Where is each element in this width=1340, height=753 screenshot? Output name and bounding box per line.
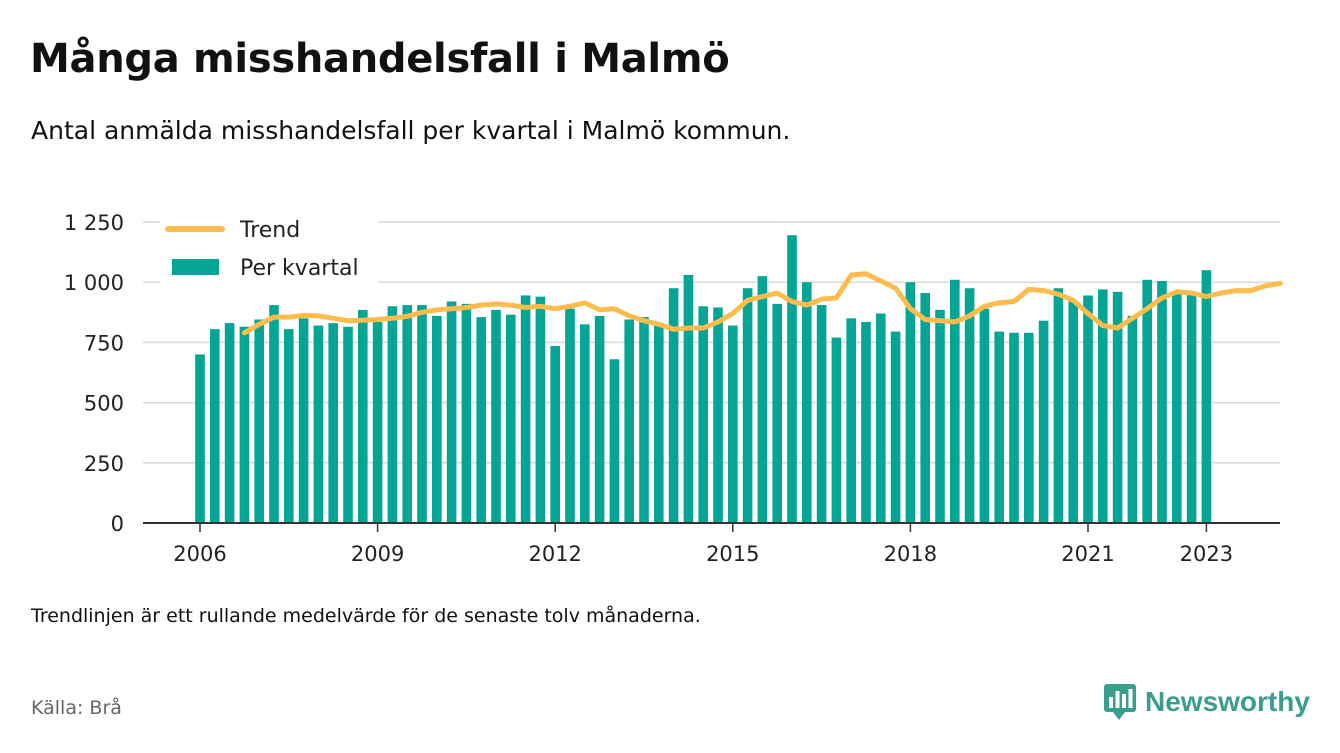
bar [624,319,634,523]
y-tick-label: 250 [84,452,124,476]
y-axis-ticks: 0 250 500 750 1 000 1 250 [64,211,124,536]
x-tick-label: 2006 [173,542,226,566]
bar [876,313,886,523]
bar [284,329,294,523]
legend-trend-label: Trend [239,218,300,243]
bar [343,326,353,523]
bar [950,279,960,523]
bar [683,274,694,523]
bar [846,318,856,523]
bar [506,314,516,523]
bar [535,296,546,523]
bar [1098,289,1108,523]
x-tick-label: 2015 [706,542,759,566]
bar [254,319,264,523]
chart-subtitle: Antal anmälda misshandelsfall per kvarta… [31,116,791,145]
bar [491,309,501,523]
bar [639,317,649,523]
bar [890,331,901,523]
bar [713,307,723,523]
y-tick-label: 1 250 [64,211,124,235]
bar [920,293,930,523]
bar [816,305,827,523]
y-tick-label: 750 [84,331,124,355]
bar [269,305,279,523]
bar [387,306,398,523]
bar [964,288,975,523]
bar [195,354,205,523]
bar [831,337,842,523]
bar [1186,294,1197,523]
y-tick-label: 1 000 [64,271,124,295]
bar [1157,280,1167,523]
x-tick-label: 2021 [1061,542,1114,566]
bar [654,323,664,523]
legend: Trend Per kvartal [160,208,378,286]
x-tick-label: 2018 [884,542,937,566]
y-tick-label: 0 [111,512,124,536]
bar [668,288,679,523]
x-tick-label: 2012 [528,542,581,566]
chart-note: Trendlinjen är ett rullande medelvärde f… [31,605,701,627]
y-tick-label: 500 [84,392,124,416]
bar [565,308,575,523]
bar [550,346,560,523]
bar [461,303,472,523]
bar [1201,270,1212,523]
bar [994,331,1004,523]
bar [372,321,383,523]
bar [210,329,220,523]
bar [224,323,235,523]
bar [728,325,738,523]
x-tick-label: 2009 [351,542,404,566]
bar [432,315,442,523]
bar [1083,295,1093,523]
bar [476,317,486,523]
bar [358,309,368,523]
bar [1038,320,1049,523]
bar [609,359,620,523]
bar [757,276,768,523]
bar [1024,332,1034,523]
bar [298,318,309,523]
bar [580,324,590,523]
bar [1127,315,1138,523]
bar [446,301,457,523]
x-axis-ticks: 2006 2009 2012 2015 2018 2021 2023 [173,523,1233,566]
newsworthy-logo: Newsworthy [1103,682,1310,722]
bars [195,235,1212,523]
bar [742,288,753,523]
bar [1112,291,1123,523]
bar [402,305,412,523]
bar [1142,279,1152,523]
bar [239,326,250,523]
bar [802,282,812,523]
bar [313,325,324,523]
x-tick-label: 2023 [1180,542,1233,566]
chart-title: Många misshandelsfall i Malmö [30,36,730,82]
bar [1068,301,1078,523]
bar [594,315,605,523]
bar [935,309,945,523]
bar-chart: 0 250 500 750 1 000 1 250 2006 2009 2012 2015 201… [63,208,1283,566]
bar [1053,288,1064,523]
bar [787,235,797,523]
newsworthy-logo-icon [1104,684,1136,720]
bar [417,305,427,523]
bar [1172,294,1182,523]
bar [698,306,708,523]
bar [772,303,782,523]
chart-source: Källa: Brå [31,697,122,719]
legend-bar-label: Per kvartal [240,256,359,281]
bar [1009,332,1019,523]
bar [861,321,871,523]
legend-bar-swatch [172,259,219,275]
bar [979,308,990,523]
bar [328,323,338,523]
trend-line [241,271,1283,336]
bar [905,282,916,523]
bar [520,295,531,523]
newsworthy-logo-text: Newsworthy [1145,686,1310,717]
